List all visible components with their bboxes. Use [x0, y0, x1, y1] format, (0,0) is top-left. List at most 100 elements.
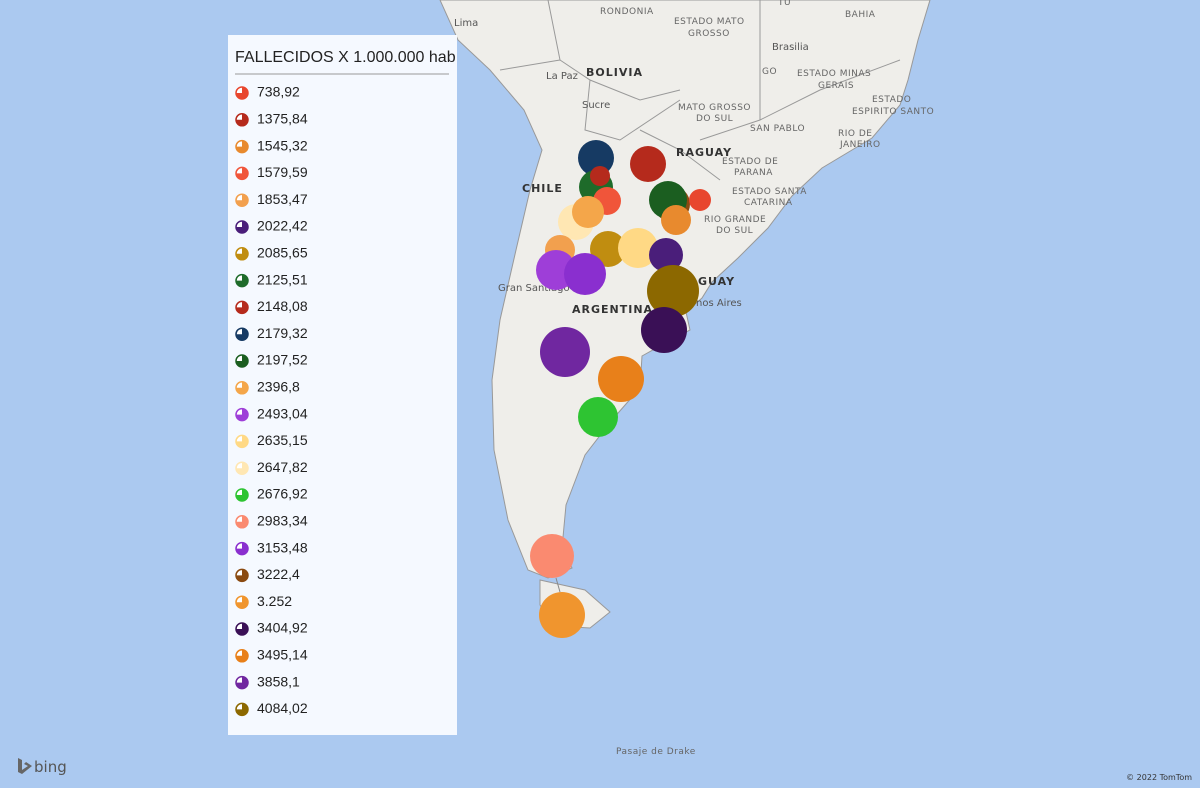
legend-icon-fill [236, 515, 249, 528]
legend-item: 2022,42 [235, 218, 308, 234]
legend-icon-fill [236, 542, 249, 555]
country-label: BOLIVIA [586, 66, 643, 79]
region-label: RIO DE [838, 129, 872, 139]
bubble [539, 592, 585, 638]
legend-item: 3153,48 [235, 539, 308, 556]
legend-icon-fill [236, 167, 249, 180]
country-label: ARGENTINA [572, 303, 653, 316]
region-label: GO [762, 67, 777, 77]
sea-label: Pasaje de Drake [616, 747, 696, 757]
legend-icon-fill [236, 462, 249, 475]
region-label: ESTADO SANTA [732, 187, 807, 197]
legend-icon-fill [236, 328, 249, 341]
legend-item: 2635,15 [235, 432, 308, 449]
legend-label: 1579,59 [257, 164, 308, 180]
legend-label: 3153,48 [257, 539, 308, 555]
legend-label: 2179,32 [257, 325, 308, 341]
bubble [578, 140, 614, 176]
legend-item: 2396,8 [235, 379, 300, 395]
legend-label: 2983,34 [257, 513, 308, 529]
legend-item: 3858,1 [235, 673, 300, 690]
legend-label: 2125,51 [257, 271, 308, 287]
bubble [661, 205, 691, 235]
country-label: GUAY [698, 275, 735, 288]
legend-item: 1375,84 [235, 111, 308, 127]
legend-item: 3222,4 [235, 566, 300, 583]
legend-item: 2197,52 [235, 352, 308, 368]
region-label: ESPIRITO SANTO [852, 107, 934, 117]
legend-label: 2493,04 [257, 405, 308, 421]
bubble [590, 166, 610, 186]
legend-label: 1375,84 [257, 111, 308, 127]
legend-icon-fill [236, 194, 249, 207]
legend-icon-fill [236, 113, 249, 126]
legend-icon-fill [236, 649, 249, 662]
city-label: Brasilia [772, 42, 809, 53]
legend-item: 1545,32 [235, 137, 308, 154]
legend-icon-fill [236, 381, 249, 394]
region-label: SAN PABLO [750, 124, 805, 134]
legend-label: 3222,4 [257, 566, 300, 582]
region-label: ESTADO MATO [674, 17, 745, 27]
region-label: ESTADO [872, 95, 911, 105]
bubble [530, 534, 574, 578]
legend-item: 2179,32 [235, 325, 308, 341]
region-label: DO SUL [716, 226, 753, 236]
legend-label: 1545,32 [257, 137, 308, 153]
legend-icon-fill [236, 87, 248, 99]
legend-label: 2635,15 [257, 432, 308, 448]
legend-item: 2085,65 [235, 245, 308, 261]
legend-icon-fill [236, 355, 248, 367]
legend-item: 1853,47 [235, 191, 308, 207]
region-label: RONDONIA [600, 7, 654, 17]
legend-title: FALLECIDOS X 1.000.000 hab [235, 49, 456, 66]
legend-item: 2676,92 [235, 486, 308, 502]
legend-icon-fill [236, 623, 248, 635]
legend: 738,92 1375,84 1545,32 1579,59 1853,47 2022,4… [235, 84, 308, 717]
city-label: Gran Santiago [498, 283, 570, 294]
legend-icon-fill [236, 301, 249, 314]
legend-item: 2125,51 [235, 271, 308, 288]
legend-label: 3.252 [257, 593, 292, 609]
bubble [630, 146, 666, 182]
legend-icon-fill [236, 596, 249, 609]
legend-icon-fill [236, 247, 249, 260]
region-label: GERAIS [818, 81, 854, 91]
region-label: DO SUL [696, 114, 733, 124]
bubble [564, 253, 606, 295]
legend-item: 2983,34 [235, 513, 308, 529]
borders [499, 0, 901, 181]
legend-label: 2396,8 [257, 379, 300, 395]
legend-panel [228, 35, 457, 735]
region-label: CATARINA [744, 198, 793, 208]
connector [555, 577, 561, 593]
legend-item: 3404,92 [235, 620, 308, 636]
region-label: TU [777, 0, 791, 8]
legend-icon-fill [236, 274, 249, 287]
legend-item: 2148,08 [235, 298, 308, 315]
region-label: PARANA [734, 168, 773, 178]
bubble [578, 397, 618, 437]
bing-icon [18, 758, 32, 774]
legend-item: 2647,82 [235, 459, 308, 475]
country-label: CHILE [522, 182, 563, 195]
country-label: RAGUAY [676, 146, 732, 159]
city-label: La Paz [546, 71, 578, 82]
legend-item: 2493,04 [235, 405, 308, 422]
bubble [689, 189, 711, 211]
bubble [590, 231, 626, 267]
bubble [572, 196, 604, 228]
legend-item: 3.252 [235, 593, 292, 609]
legend-label: 738,92 [257, 84, 300, 100]
legend-item: 4084,02 [235, 700, 308, 717]
legend-label: 4084,02 [257, 700, 308, 716]
legend-label: 1853,47 [257, 191, 308, 207]
copyright: © 2022 TomTom [1126, 773, 1192, 782]
city-label: Sucre [582, 100, 610, 111]
legend-icon-fill [236, 140, 249, 153]
legend-label: 2647,82 [257, 459, 308, 475]
bubbles [530, 140, 711, 638]
legend-label: 2148,08 [257, 298, 308, 314]
